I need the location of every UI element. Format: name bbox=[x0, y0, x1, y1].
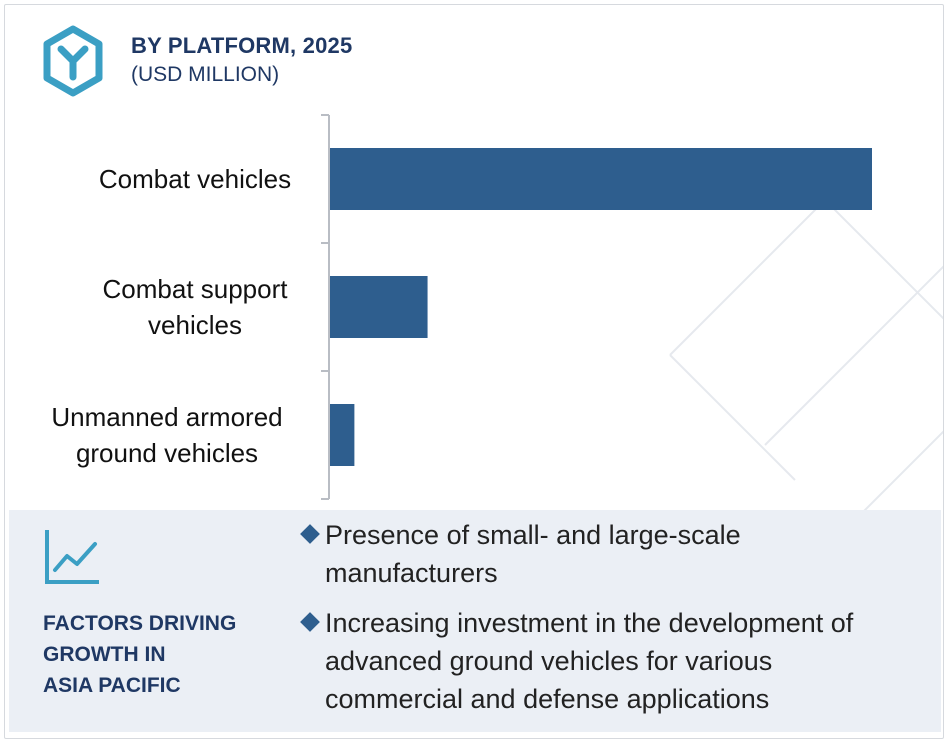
infographic-card: BY PLATFORM, 2025 (USD MILLION) Combat v… bbox=[4, 4, 944, 739]
category-labels: Combat vehicles Combat support vehicles Unm… bbox=[51, 164, 291, 468]
category-label-line: Unmanned armored bbox=[51, 402, 282, 432]
factors-title: FACTORS DRIVING GROWTH IN ASIA PACIFIC bbox=[43, 608, 273, 701]
hexagon-y-logo-icon bbox=[43, 25, 103, 97]
factor-text-line: Increasing investment in the development… bbox=[325, 608, 854, 638]
category-label-line: Combat support bbox=[103, 274, 289, 304]
bar bbox=[330, 404, 355, 466]
factor-text-line: manufacturers bbox=[325, 558, 498, 588]
factor-text-line: advanced ground vehicles for various bbox=[325, 646, 773, 676]
category-label-line: vehicles bbox=[148, 310, 242, 340]
factor-text: Presence of small- and large-scale manuf… bbox=[325, 516, 927, 592]
chart-subtitle: (USD MILLION) bbox=[131, 63, 280, 86]
factor-text-line: Presence of small- and large-scale bbox=[325, 520, 741, 550]
bar-chart: Combat vehicles Combat support vehicles Unm… bbox=[51, 114, 872, 500]
category-label: Combat support vehicles bbox=[103, 274, 289, 340]
category-label: Combat vehicles bbox=[99, 164, 291, 194]
category-label-line: Combat vehicles bbox=[99, 164, 291, 194]
bar bbox=[330, 148, 872, 210]
factors-title-line: ASIA PACIFIC bbox=[43, 674, 181, 697]
factor-text: Increasing investment in the development… bbox=[325, 604, 927, 718]
factor-item: Presence of small- and large-scale manuf… bbox=[297, 516, 927, 592]
chart-title: BY PLATFORM, 2025 bbox=[131, 33, 353, 58]
diamond-bullet-icon bbox=[300, 524, 320, 544]
factors-title-line: GROWTH IN bbox=[43, 643, 166, 666]
trend-line-chart-icon bbox=[45, 530, 99, 584]
growth-factors-panel: FACTORS DRIVING GROWTH IN ASIA PACIFIC P… bbox=[9, 510, 941, 732]
category-axis bbox=[321, 114, 330, 500]
factor-text-line: commercial and defense applications bbox=[325, 684, 770, 714]
category-label-line: ground vehicles bbox=[76, 438, 258, 468]
bar bbox=[330, 276, 428, 338]
factor-item: Increasing investment in the development… bbox=[297, 604, 927, 718]
factors-title-line: FACTORS DRIVING bbox=[43, 612, 237, 635]
factors-list: Presence of small- and large-scale manuf… bbox=[297, 516, 927, 730]
diamond-bullet-icon bbox=[300, 612, 320, 632]
category-label: Unmanned armored ground vehicles bbox=[51, 402, 282, 468]
bars bbox=[330, 148, 872, 466]
